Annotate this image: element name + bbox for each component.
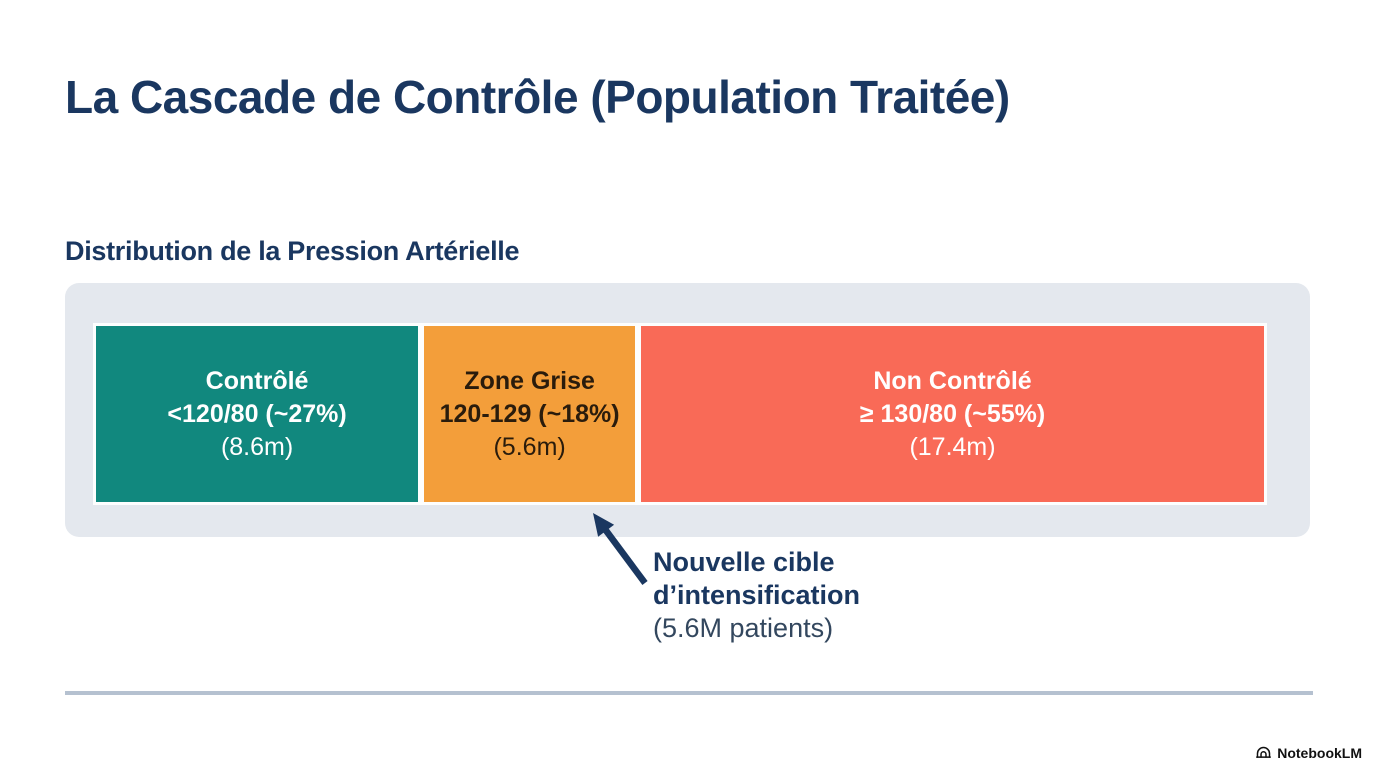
footer-divider bbox=[65, 691, 1313, 695]
segment-population: (17.4m) bbox=[909, 432, 996, 461]
segment-label: Contrôlé bbox=[205, 366, 309, 395]
bar-segment-controle: Contrôlé <120/80 (~27%) (8.6m) bbox=[93, 323, 422, 505]
annotation-block: Nouvelle cible d’intensification (5.6M p… bbox=[653, 546, 860, 645]
notebooklm-icon bbox=[1256, 746, 1272, 758]
bar-segment-non-controle: Non Contrôlé ≥ 130/80 (~55%) (17.4m) bbox=[638, 323, 1267, 505]
brand-name: NotebookLM bbox=[1277, 744, 1362, 761]
notebooklm-watermark: NotebookLM bbox=[1255, 744, 1362, 761]
segment-population: (5.6m) bbox=[493, 432, 566, 461]
segment-range: <120/80 (~27%) bbox=[167, 399, 347, 428]
bar-segment-zone-grise: Zone Grise 120-129 (~18%) (5.6m) bbox=[421, 323, 639, 505]
segment-range: 120-129 (~18%) bbox=[439, 399, 620, 428]
annotation-line-1: Nouvelle cible bbox=[653, 547, 835, 577]
stacked-bar: Contrôlé <120/80 (~27%) (8.6m) Zone Gris… bbox=[93, 323, 1267, 505]
page-title: La Cascade de Contrôle (Population Trait… bbox=[65, 71, 1010, 123]
bp-distribution-panel: Contrôlé <120/80 (~27%) (8.6m) Zone Gris… bbox=[65, 283, 1310, 537]
segment-range: ≥ 130/80 (~55%) bbox=[859, 399, 1046, 428]
annotation-arrow-icon bbox=[593, 513, 648, 585]
annotation-line-2: d’intensification bbox=[653, 580, 861, 610]
segment-label: Non Contrôlé bbox=[873, 366, 1032, 395]
segment-population: (8.6m) bbox=[220, 432, 294, 461]
section-title: Distribution de la Pression Artérielle bbox=[65, 236, 520, 266]
annotation-line-3: (5.6M patients) bbox=[653, 613, 834, 643]
segment-label: Zone Grise bbox=[464, 366, 595, 395]
